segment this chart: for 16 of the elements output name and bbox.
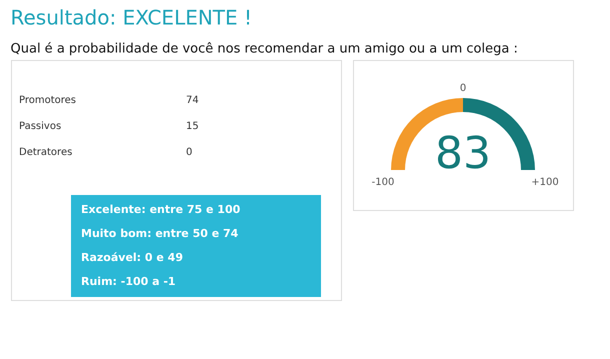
- category-label: Promotores: [19, 95, 76, 106]
- text: +100: [531, 177, 559, 188]
- text: Qual é a probabilidade de você nos recomendar a um amigo ou a um colega :: [10, 42, 518, 56]
- data-label: 74: [186, 95, 199, 106]
- text: 0: [460, 83, 466, 94]
- category-label: Passivos: [19, 121, 62, 132]
- category-label: Detratores: [19, 147, 72, 158]
- data-label: 0: [186, 147, 192, 158]
- text: -100: [372, 177, 394, 188]
- text: Ruim: -100 a -1: [81, 275, 176, 288]
- text: Razoável: 0 e 49: [81, 251, 183, 264]
- text: Resultado: EXCELENTE !: [10, 6, 252, 30]
- text: 83: [435, 128, 491, 179]
- text: Muito bom: entre 50 e 74: [81, 227, 239, 240]
- data-label: 15: [186, 121, 199, 132]
- text: Excelente: entre 75 e 100: [81, 203, 241, 216]
